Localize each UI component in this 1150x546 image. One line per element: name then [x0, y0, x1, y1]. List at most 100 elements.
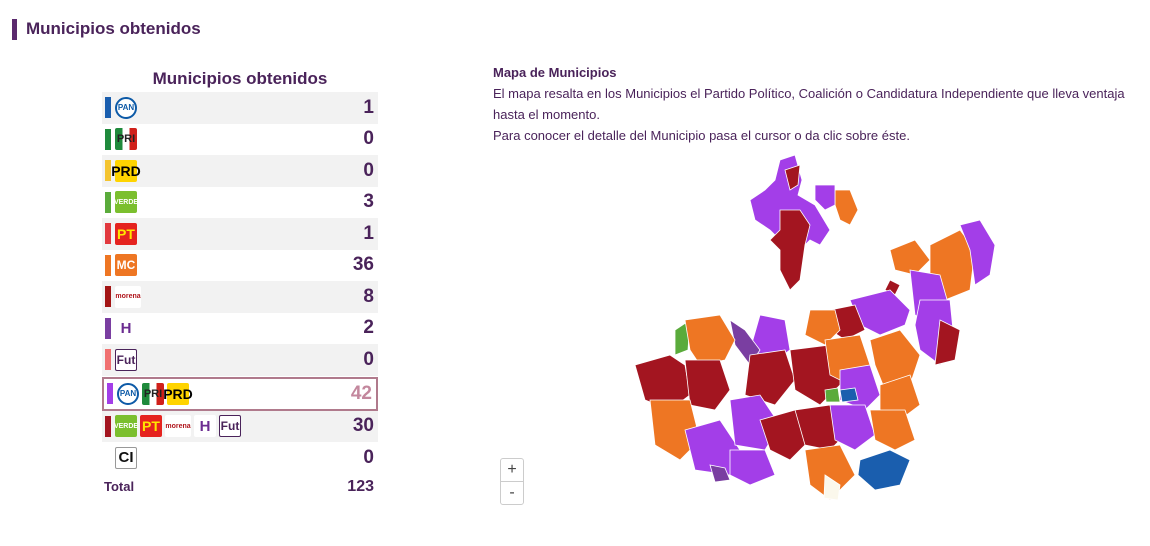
municipality-map[interactable] — [630, 150, 1010, 510]
party-logo-verde: VERDE — [114, 415, 138, 438]
party-color-stripe — [105, 223, 111, 245]
party-logos: PRD — [111, 159, 363, 182]
municipality-count: 2 — [363, 317, 374, 339]
party-color-stripe — [105, 254, 111, 276]
party-logos: PAN — [115, 96, 363, 119]
party-color-stripe — [105, 349, 111, 371]
municipality-region[interactable] — [684, 359, 731, 411]
municipality-region[interactable] — [879, 374, 921, 421]
party-logo-h: H — [115, 317, 137, 340]
result-row: morena 8 — [102, 281, 378, 313]
municipality-region[interactable] — [824, 387, 841, 403]
party-color-stripe — [105, 415, 111, 437]
total-count: 123 — [347, 477, 374, 495]
party-logo-pt: PT — [115, 222, 137, 245]
municipality-region[interactable] — [744, 349, 796, 406]
party-color-stripe — [105, 97, 111, 119]
municipality-region[interactable] — [684, 314, 736, 366]
result-row: PRD 0 — [102, 155, 378, 187]
municipality-region[interactable] — [934, 319, 961, 366]
party-logo-futuro: Fut — [115, 348, 137, 371]
municipality-region[interactable] — [857, 449, 911, 491]
municipality-count: 0 — [363, 348, 374, 370]
result-row: Fut 0 — [102, 344, 378, 376]
result-row: PAN PRI PRD 42 — [102, 376, 378, 411]
zoom-in-button[interactable]: + — [500, 458, 524, 482]
municipality-region[interactable] — [869, 409, 916, 451]
municipality-region[interactable] — [729, 449, 776, 486]
party-logo-futuro: Fut — [219, 415, 241, 438]
municipality-region[interactable] — [769, 209, 811, 291]
party-logo-prd: PRD — [111, 159, 141, 182]
result-row: VERDE PT morena H Fut 30 — [102, 410, 378, 442]
section-header: Municipios obtenidos — [12, 18, 201, 40]
municipality-count: 0 — [363, 128, 374, 150]
party-logos: VERDE — [114, 191, 363, 214]
section-title: Municipios obtenidos — [26, 19, 201, 38]
municipality-region[interactable] — [823, 474, 841, 501]
municipality-region[interactable] — [889, 239, 931, 276]
party-logo-prd: PRD — [163, 382, 193, 405]
municipality-region[interactable] — [839, 387, 859, 403]
municipality-count: 8 — [363, 285, 374, 307]
party-logos: Fut — [115, 348, 363, 371]
party-logo-mc: MC — [115, 254, 137, 277]
municipality-region[interactable] — [709, 464, 731, 483]
party-logo-morena: morena — [115, 285, 141, 308]
municipality-region[interactable] — [804, 309, 841, 346]
party-logos: morena — [115, 285, 363, 308]
party-logo-morena: morena — [165, 415, 191, 438]
municipality-region[interactable] — [759, 409, 811, 461]
result-row: VERDE 3 — [102, 187, 378, 219]
party-logos: VERDE PT morena H Fut — [114, 415, 353, 438]
party-logos: CI — [115, 446, 363, 469]
party-logo-verde: VERDE — [114, 191, 138, 214]
result-row: CI 0 — [102, 442, 378, 474]
municipality-count: 0 — [363, 159, 374, 181]
party-logo-pt: PT — [140, 415, 162, 438]
results-rows: PAN 1 PRI 0 PRD 0 VERDE 3 PT 1 MC 36 morena 8 H 2 Fut 0 PA… — [102, 92, 378, 500]
map-description: El mapa resalta en los Municipios el Par… — [493, 86, 1125, 122]
total-label: Total — [104, 479, 135, 494]
party-color-stripe — [105, 317, 111, 339]
map-heading: Mapa de Municipios — [493, 65, 617, 80]
party-color-stripe — [107, 383, 113, 404]
map-instruction: Para conocer el detalle del Municipio pa… — [493, 128, 910, 143]
municipality-region[interactable] — [784, 164, 801, 191]
party-logo-pan: PAN — [115, 96, 137, 119]
municipality-count: 0 — [363, 446, 374, 468]
total-row: Total 123 — [102, 474, 378, 500]
party-logo-ci: CI — [115, 446, 137, 469]
section-accent-bar — [12, 18, 17, 40]
municipality-count: 30 — [352, 415, 374, 437]
map-svg[interactable] — [630, 150, 1010, 510]
party-logo-pri: PRI — [115, 128, 137, 151]
municipality-count: 3 — [363, 191, 374, 213]
party-logos: MC — [115, 254, 353, 277]
party-color-stripe — [105, 286, 111, 308]
municipality-region[interactable] — [814, 184, 836, 211]
party-logos: PT — [115, 222, 363, 245]
map-regions[interactable] — [634, 154, 996, 501]
result-row: PRI 0 — [102, 124, 378, 156]
party-color-stripe — [105, 191, 111, 213]
party-logos: PRI — [115, 128, 363, 151]
zoom-out-button[interactable]: - — [500, 481, 524, 505]
municipality-region[interactable] — [804, 444, 856, 501]
party-logos: PAN PRI PRD — [117, 382, 351, 405]
municipality-count: 1 — [363, 96, 374, 118]
table-title: Municipios obtenidos — [152, 69, 328, 88]
party-color-stripe — [105, 128, 111, 150]
map-info: Mapa de Municipios El mapa resalta en lo… — [493, 65, 1133, 146]
municipality-region[interactable] — [959, 219, 996, 286]
results-table: Municipios obtenidos PAN 1 PRI 0 PRD 0 VERDE 3 P… — [102, 66, 378, 500]
party-logo-h: H — [194, 415, 216, 438]
party-color-stripe — [105, 447, 111, 469]
municipality-count: 1 — [363, 222, 374, 244]
municipality-region[interactable] — [834, 189, 859, 226]
municipality-region[interactable] — [829, 404, 876, 451]
municipality-count: 42 — [350, 382, 372, 404]
party-logos: H — [115, 317, 363, 340]
municipality-count: 36 — [352, 254, 374, 276]
municipality-region[interactable] — [839, 364, 881, 411]
